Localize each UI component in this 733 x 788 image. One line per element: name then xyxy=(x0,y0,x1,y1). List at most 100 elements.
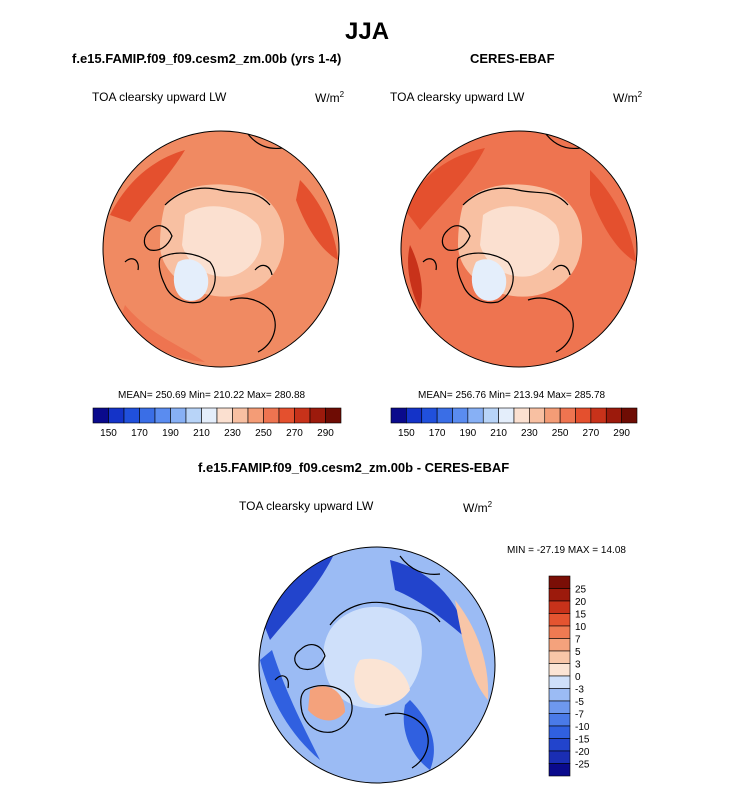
colorbar-swatch xyxy=(548,738,571,752)
colorbar-swatch xyxy=(529,407,546,424)
colorbar-tick-label: 270 xyxy=(583,428,600,439)
colorbar-swatch xyxy=(325,407,342,424)
diff-units-label: W/m2 xyxy=(463,500,493,515)
obs-polar-map xyxy=(400,130,638,368)
colorbar-swatch xyxy=(605,407,622,424)
colorbar-swatch xyxy=(154,407,171,424)
obs-stats: MEAN= 256.76 Min= 213.94 Max= 285.78 xyxy=(418,390,606,401)
colorbar-tick-label: 5 xyxy=(575,647,581,658)
model-units-label: W/m2 xyxy=(315,90,345,105)
colorbar-tick-label: 270 xyxy=(286,428,303,439)
coastline xyxy=(527,297,574,353)
colorbar-swatch xyxy=(548,600,571,614)
map-arctic-core xyxy=(182,206,262,277)
colorbar-swatch xyxy=(548,675,571,689)
colorbar-tick-label: -5 xyxy=(575,697,584,708)
colorbar-swatch xyxy=(421,407,438,424)
diff-coastlines xyxy=(274,555,441,769)
figure-title: JJA xyxy=(345,18,390,45)
colorbar-swatch xyxy=(548,650,571,664)
coastline xyxy=(552,264,571,276)
colorbar-swatch xyxy=(92,407,109,424)
map-warm-region xyxy=(405,148,485,230)
colorbar-tick-label: 10 xyxy=(575,622,587,633)
map-warm-region xyxy=(308,686,345,721)
colorbar-swatch xyxy=(436,407,453,424)
diff-stats: MIN = -27.19 MAX = 14.08 xyxy=(507,545,626,556)
model-field-label: TOA clearsky upward LW xyxy=(92,90,227,104)
colorbar-swatch xyxy=(482,407,499,424)
colorbar-tick-label: 20 xyxy=(575,597,587,608)
map-greenland-ice xyxy=(173,259,209,301)
coastline xyxy=(274,675,289,689)
map-warm-region xyxy=(590,170,636,262)
colorbar-swatch xyxy=(294,407,311,424)
colorbar-tick-label: -25 xyxy=(575,760,590,771)
coastline xyxy=(124,258,139,271)
colorbar-swatch xyxy=(108,407,125,424)
colorbar-swatch xyxy=(548,638,571,652)
colorbar-tick-label: 290 xyxy=(317,428,334,439)
diff-panel-title: f.e15.FAMIP.f09_f09.cesm2_zm.00b - CERES… xyxy=(198,460,510,475)
coastline xyxy=(300,684,353,733)
colorbar-swatch xyxy=(170,407,187,424)
colorbar-tick-label: 250 xyxy=(255,428,272,439)
obs-map-boundary xyxy=(400,130,638,368)
colorbar-tick-label: -3 xyxy=(575,685,584,696)
obs-colorbar: 150 170 190 210 230 250 270 290 xyxy=(390,407,638,439)
coastline xyxy=(158,252,216,304)
colorbar-swatch xyxy=(548,613,571,627)
colorbar-swatch xyxy=(548,625,571,639)
colorbar-tick-label: 190 xyxy=(460,428,477,439)
colorbar-tick-label: 190 xyxy=(162,428,179,439)
colorbar-tick-label: 7 xyxy=(575,635,581,646)
colorbar-swatch xyxy=(247,407,264,424)
model-panel-title: f.e15.FAMIP.f09_f09.cesm2_zm.00b (yrs 1-… xyxy=(72,51,342,66)
colorbar-swatch xyxy=(263,407,280,424)
colorbar-tick-label: 25 xyxy=(575,585,587,596)
model-colorbar: 150 170 190 210 230 250 270 290 xyxy=(92,407,342,439)
coastline xyxy=(229,297,276,353)
coastline xyxy=(399,555,441,575)
map-warm-region xyxy=(110,150,185,222)
colorbar-swatch xyxy=(185,407,202,424)
colorbar-swatch xyxy=(548,588,571,602)
map-cold-region xyxy=(390,560,468,640)
model-polar-map xyxy=(102,130,340,368)
colorbar-swatch xyxy=(406,407,423,424)
coastline xyxy=(456,252,514,304)
colorbar-swatch xyxy=(548,713,571,727)
colorbar-swatch xyxy=(548,575,571,589)
colorbar-swatch xyxy=(559,407,576,424)
model-map-boundary xyxy=(102,130,340,368)
colorbar-tick-label: 15 xyxy=(575,610,587,621)
colorbar-tick-label: 290 xyxy=(613,428,630,439)
colorbar-swatch xyxy=(452,407,469,424)
map-hot-region xyxy=(408,245,422,310)
coastline xyxy=(143,225,173,251)
model-stats: MEAN= 250.69 Min= 210.22 Max= 280.88 xyxy=(118,390,306,401)
colorbar-tick-label: 170 xyxy=(131,428,148,439)
colorbar-tick-label: -15 xyxy=(575,735,590,746)
colorbar-swatch xyxy=(590,407,607,424)
diff-field-label: TOA clearsky upward LW xyxy=(239,499,374,513)
colorbar-swatch xyxy=(621,407,638,424)
colorbar-swatch xyxy=(548,700,571,714)
colorbar-swatch xyxy=(232,407,249,424)
colorbar-tick-label: 230 xyxy=(224,428,241,439)
map-warm-ring xyxy=(455,600,489,700)
obs-field-label: TOA clearsky upward LW xyxy=(390,90,525,104)
map-arctic-core xyxy=(480,206,560,277)
colorbar-swatch xyxy=(278,407,295,424)
colorbar-tick-label: 0 xyxy=(575,672,581,683)
coastline xyxy=(422,258,437,271)
colorbar-tick-label: 3 xyxy=(575,660,581,671)
colorbar-swatch xyxy=(548,663,571,677)
obs-units-label: W/m2 xyxy=(613,90,643,105)
colorbar-tick-label: 150 xyxy=(100,428,117,439)
colorbar-tick-label: 150 xyxy=(398,428,415,439)
colorbar-swatch xyxy=(548,725,571,739)
colorbar-tick-label: 210 xyxy=(490,428,507,439)
